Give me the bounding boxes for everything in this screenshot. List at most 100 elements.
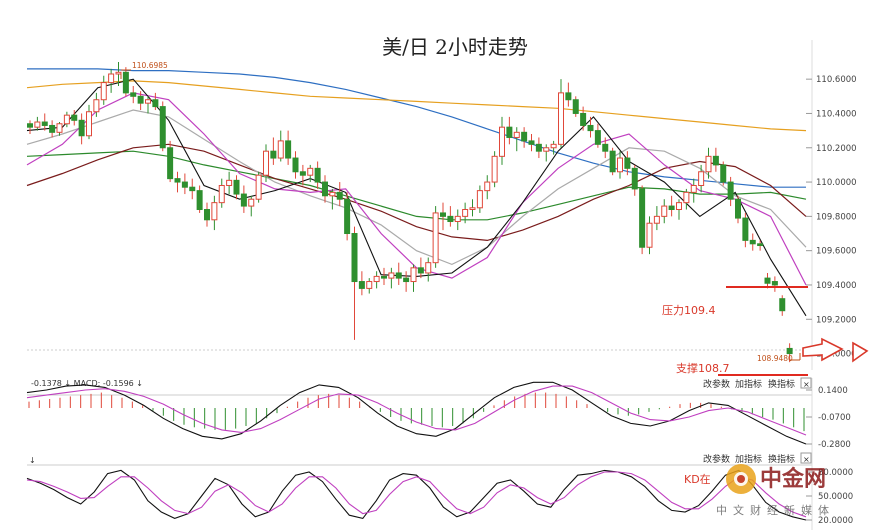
candle-body <box>226 179 233 186</box>
candle-body <box>115 71 122 75</box>
macd-axis-ticks: 0.1400 -0.0700 -0.2800 <box>806 386 851 450</box>
macd-panel: -0.1378 ↓ MACD: -0.1596 ↓ 改参数 加指标 换指标 × … <box>26 377 851 455</box>
switch-indicator-button[interactable]: 换指标 <box>768 378 795 390</box>
watermark-sub-text: 中文财经新媒体 <box>716 503 835 517</box>
candle-body <box>56 123 63 133</box>
candle-body <box>137 95 144 104</box>
y-tick-label: 109.8000 <box>816 212 857 222</box>
candle-body <box>403 277 410 283</box>
candle-body <box>558 92 564 145</box>
candle-body <box>727 181 734 200</box>
candle-body <box>86 111 92 137</box>
candle-body <box>668 205 675 211</box>
y-tick-label: 110.2000 <box>816 144 857 154</box>
candle-body <box>373 275 380 283</box>
candle-body <box>410 267 417 283</box>
candle-body <box>181 181 188 188</box>
kd-tick-label: 20.0000 <box>818 516 853 526</box>
candle-body <box>417 267 424 274</box>
candle-body <box>100 82 107 101</box>
candle-body <box>263 150 269 176</box>
macd-tick-label: 0.1400 <box>818 386 848 396</box>
ma-line-1 <box>27 68 806 188</box>
close-glyph: × <box>803 455 810 464</box>
high-marker-label: 110.6985 <box>132 61 168 70</box>
macd-dif-line <box>26 381 807 445</box>
candle-body <box>255 174 262 200</box>
switch-indicator-button[interactable]: 换指标 <box>768 453 795 465</box>
close-icon[interactable] <box>800 452 812 464</box>
candle-body <box>71 114 78 121</box>
macd-toolbar: 改参数 加指标 换指标 × <box>703 377 812 390</box>
y-tick-label: 110.6000 <box>816 75 857 85</box>
candle-body <box>624 157 631 169</box>
close-icon[interactable] <box>800 377 812 389</box>
ma-line-4 <box>26 143 807 242</box>
candle-body <box>720 164 727 183</box>
candle-body <box>167 147 174 180</box>
candle-body <box>476 190 483 209</box>
candle-body <box>646 222 653 248</box>
candle-body <box>78 119 85 137</box>
candle-body <box>299 171 306 176</box>
arrow-right-icon <box>852 341 869 363</box>
y-tick-label: 109.6000 <box>816 247 857 257</box>
candle-body <box>506 126 513 138</box>
candle-body <box>270 150 277 159</box>
candle-body <box>152 99 159 108</box>
candle-body <box>749 239 756 245</box>
chart-title: 美/日 2小时走势 <box>382 35 528 59</box>
candle-body <box>432 212 439 264</box>
low-marker: 108.9480 <box>757 353 801 363</box>
candle-body <box>690 184 697 193</box>
candle-body <box>587 124 594 132</box>
candle-body <box>698 171 705 186</box>
candle-body <box>462 209 469 217</box>
watermark-logo: 中金网 中文财经新媒体 <box>716 464 835 517</box>
macd-dea-line <box>26 385 807 436</box>
watermark-main-text: 中金网 <box>760 466 826 492</box>
candle-body <box>757 243 764 247</box>
y-tick-label: 109.4000 <box>816 281 857 291</box>
candle-body <box>122 71 129 94</box>
candle-body <box>771 281 778 286</box>
kd-toolbar: 改参数 加指标 换指标 × <box>703 452 812 465</box>
candle-body <box>204 209 210 221</box>
candle-body <box>786 347 793 355</box>
change-params-button[interactable]: 改参数 <box>703 453 730 465</box>
ma-line-5 <box>26 109 807 266</box>
candle-body <box>735 198 741 219</box>
change-params-button[interactable]: 改参数 <box>703 378 730 390</box>
y-tick-label: 110.4000 <box>816 109 857 119</box>
ma-line-3 <box>26 150 807 221</box>
y-axis-ticks: 110.6000 110.4000 110.2000 110.0000 109.8000… <box>806 75 857 360</box>
candle-body <box>93 99 100 113</box>
support-label: 支撑108.7 <box>676 361 730 375</box>
kd-arrow: ↓ <box>29 456 36 465</box>
candle-body <box>336 191 343 200</box>
candle-body <box>499 126 505 157</box>
candle-body <box>572 99 579 114</box>
candle-body <box>292 157 299 173</box>
candle-body <box>639 188 646 248</box>
candle-body <box>145 99 151 104</box>
candle-body <box>41 121 48 126</box>
candle-body <box>344 198 351 235</box>
candle-body <box>454 215 461 223</box>
kd-note: KD在 <box>684 473 711 486</box>
close-glyph: × <box>803 380 810 389</box>
ma-line-6 <box>26 92 807 286</box>
candle-body <box>130 92 137 97</box>
candle-body <box>108 73 115 84</box>
candle-body <box>683 191 690 204</box>
ma-line-2 <box>26 80 807 132</box>
candle-body <box>661 205 668 217</box>
add-indicator-button[interactable]: 加指标 <box>735 453 762 465</box>
candle-body <box>49 124 56 133</box>
candle-body <box>631 167 638 190</box>
candle-body <box>307 167 314 176</box>
candle-body <box>358 281 365 289</box>
candle-body <box>705 155 712 173</box>
add-indicator-button[interactable]: 加指标 <box>735 378 762 390</box>
